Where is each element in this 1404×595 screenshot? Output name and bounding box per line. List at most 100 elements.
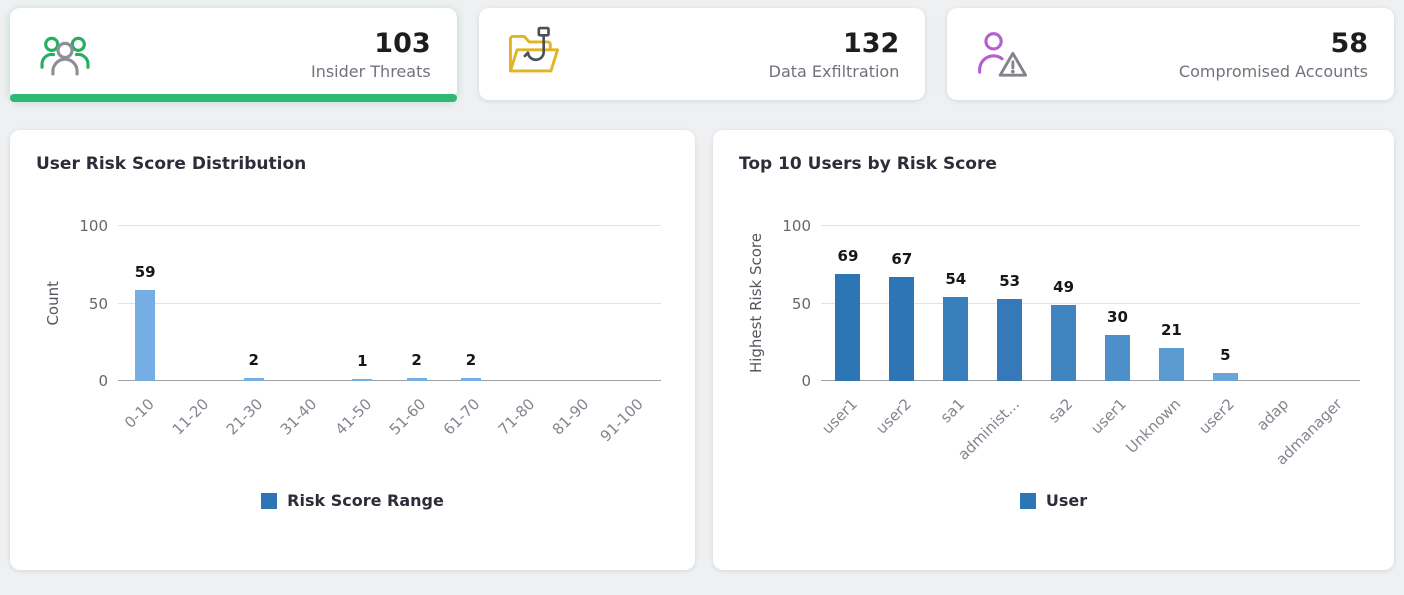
bar-value-label: 67 xyxy=(891,250,913,269)
bar[interactable] xyxy=(243,377,264,381)
bar-value-label: 5 xyxy=(1220,346,1231,365)
bar-slot: 53 administ... xyxy=(954,226,1037,464)
chart-card-top-users: Top 10 Users by Risk Score Highest Risk … xyxy=(713,130,1394,570)
gridline xyxy=(821,225,1360,226)
stat-text: 132 Data Exfiltration xyxy=(769,27,900,82)
legend-label: User xyxy=(1045,491,1088,510)
bars-container: 59 0-10 11-20 2 21-30 31-40 1 41-50 2 51-60 2 61-70… xyxy=(118,226,661,446)
bar-slot: 21 Unknown xyxy=(1122,226,1198,457)
bar-slot: 2 61-70 xyxy=(440,226,498,439)
x-axis-label: 61-70 xyxy=(440,395,484,439)
gridline xyxy=(118,225,661,226)
gridline xyxy=(118,302,661,304)
chart-legend[interactable]: Risk Score Range xyxy=(36,491,669,510)
stat-card-compromised-accounts[interactable]: 58 Compromised Accounts xyxy=(947,8,1395,100)
legend-label: Risk Score Range xyxy=(287,491,444,510)
bar-value-label: 53 xyxy=(999,271,1021,290)
bar-value-label: 69 xyxy=(837,247,859,266)
x-axis-label: user1 xyxy=(1087,395,1131,438)
y-axis-title: Count xyxy=(44,281,62,326)
x-axis-label: 91-100 xyxy=(596,395,647,446)
bar-slot: admanager xyxy=(1272,226,1360,469)
stat-label: Data Exfiltration xyxy=(768,62,900,82)
bar-slot: adap xyxy=(1252,226,1306,434)
x-axis-label: 0-10 xyxy=(121,395,158,432)
bar[interactable] xyxy=(1212,373,1238,381)
y-axis-ticks: 0 50 100 xyxy=(773,217,821,390)
bar-value-label: 59 xyxy=(134,262,156,281)
bar-value-label: 54 xyxy=(945,270,967,289)
bar[interactable] xyxy=(943,297,969,381)
bar[interactable] xyxy=(1104,334,1130,381)
bar[interactable] xyxy=(889,277,915,381)
bar[interactable] xyxy=(997,298,1023,381)
stat-text: 103 Insider Threats xyxy=(311,27,431,82)
x-axis-label: 31-40 xyxy=(277,395,321,439)
bar[interactable] xyxy=(406,377,427,381)
person-warning-icon xyxy=(973,25,1031,83)
y-tick-label: 50 xyxy=(88,294,108,313)
plot-area: 59 0-10 11-20 2 21-30 31-40 1 41-50 2 51-60 2 61-70… xyxy=(118,225,661,446)
bar-slot: 2 51-60 xyxy=(386,226,443,439)
bar-slot: 67 user2 xyxy=(872,226,929,437)
bar[interactable] xyxy=(460,377,481,381)
bar-value-label: 49 xyxy=(1053,278,1075,297)
active-indicator xyxy=(10,94,457,102)
folder-hook-icon xyxy=(505,25,563,83)
bar-slot: 54 sa1 xyxy=(929,226,983,426)
x-axis-line xyxy=(118,380,661,381)
bar-chart-risk-distribution: Count 0 50 100 59 0-10 11-20 2 21-30 31-40 1 41-5… xyxy=(36,217,669,510)
y-axis-ticks: 0 50 100 xyxy=(70,217,118,390)
bar-slot: 49 sa2 xyxy=(1037,226,1091,426)
x-axis-label: 71-80 xyxy=(494,395,538,439)
bar-slot: 1 41-50 xyxy=(332,226,389,438)
charts-row: User Risk Score Distribution Count 0 50 10… xyxy=(10,130,1394,570)
x-axis-label: 11-20 xyxy=(168,395,213,439)
bar-value-label: 1 xyxy=(357,352,368,371)
stat-label: Compromised Accounts xyxy=(1178,62,1369,82)
y-axis-title-column: Count xyxy=(36,226,70,381)
bar[interactable] xyxy=(1051,305,1077,381)
chart-title: User Risk Score Distribution xyxy=(36,154,307,174)
y-tick-label: 0 xyxy=(801,372,811,390)
stat-text: 58 Compromised Accounts xyxy=(1179,27,1368,82)
stat-card-insider-threats[interactable]: 103 Insider Threats xyxy=(10,8,457,102)
bar-value-label: 2 xyxy=(411,350,422,369)
gridline xyxy=(821,302,1360,304)
x-axis-label: 21-30 xyxy=(222,395,267,439)
bar-slot: 5 user2 xyxy=(1195,226,1252,437)
bar[interactable] xyxy=(835,274,861,381)
bar-value-label: 30 xyxy=(1107,307,1128,326)
stat-value: 103 xyxy=(374,27,431,59)
bar-slot: 31-40 xyxy=(277,226,335,439)
x-axis-label: 51-60 xyxy=(385,395,430,439)
bar-slot: 30 user1 xyxy=(1088,226,1145,438)
x-axis-line xyxy=(821,380,1360,381)
legend-swatch xyxy=(1019,492,1036,509)
chart-legend[interactable]: User xyxy=(739,491,1368,510)
x-axis-label: sa1 xyxy=(936,395,969,427)
x-axis-label: 41-50 xyxy=(331,395,376,439)
group-icon xyxy=(36,25,94,83)
chart-title: Top 10 Users by Risk Score xyxy=(739,154,997,174)
y-tick-label: 50 xyxy=(791,294,811,313)
bar-slot: 69 user1 xyxy=(818,226,875,438)
stat-card-row: 103 Insider Threats 132 Data Exfiltratio… xyxy=(10,8,1395,102)
x-axis-label: user2 xyxy=(1195,395,1239,438)
x-axis-label: sa2 xyxy=(1044,395,1077,427)
stat-card-data-exfiltration[interactable]: 132 Data Exfiltration xyxy=(478,8,926,100)
y-tick-label: 100 xyxy=(782,217,811,235)
bar[interactable] xyxy=(135,289,156,381)
chart-card-risk-distribution: User Risk Score Distribution Count 0 50 10… xyxy=(10,130,695,570)
bar-slot: 2 21-30 xyxy=(223,226,281,439)
x-axis-label: user1 xyxy=(818,395,861,438)
bar[interactable] xyxy=(352,379,373,381)
x-axis-label: adap xyxy=(1252,395,1292,435)
y-axis-title: Highest Risk Score xyxy=(747,233,765,374)
stat-label: Insider Threats xyxy=(310,62,431,82)
bar[interactable] xyxy=(1158,348,1184,381)
bar-slot: 91-100 xyxy=(596,226,661,445)
bars-container: 69 user1 67 user2 54 sa1 53 administ... 49 sa2 30 u… xyxy=(818,226,1360,469)
x-axis-label: 81-90 xyxy=(548,395,593,439)
legend-swatch xyxy=(261,492,278,509)
